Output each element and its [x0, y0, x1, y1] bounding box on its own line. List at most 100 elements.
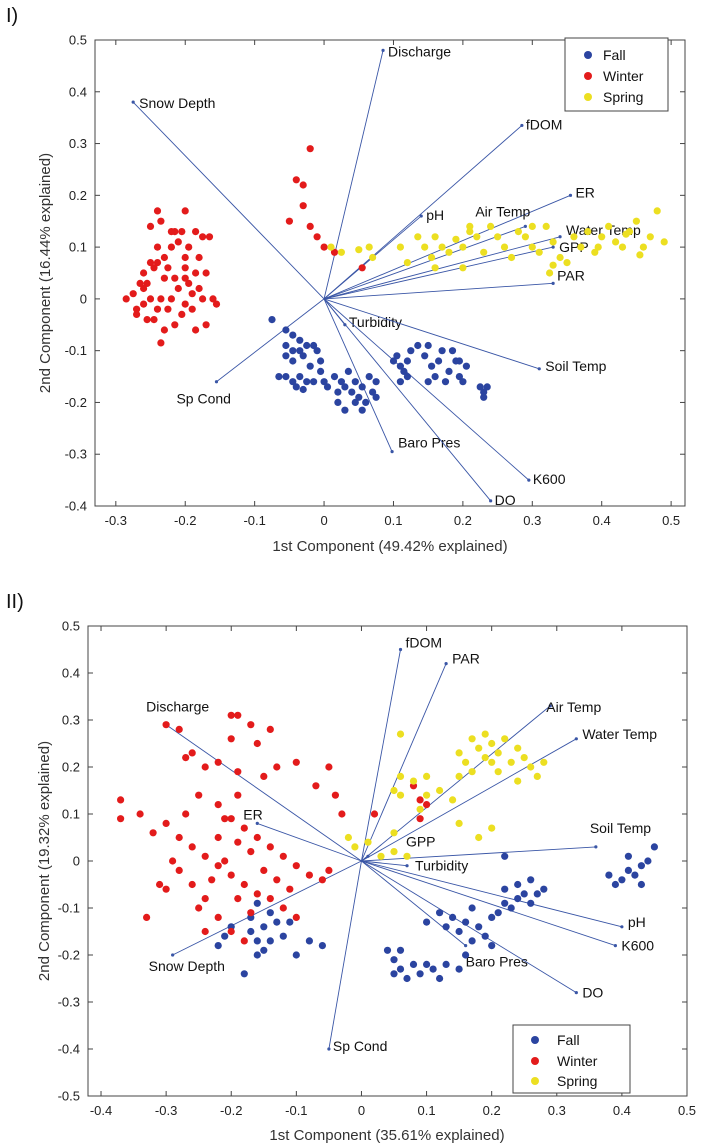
- point-fall: [455, 373, 463, 381]
- point-fall: [436, 909, 444, 917]
- point-winter: [221, 857, 229, 865]
- point-spring: [549, 238, 557, 246]
- point-spring: [577, 243, 585, 251]
- point-winter: [129, 290, 137, 298]
- point-fall: [344, 367, 352, 375]
- point-spring: [598, 233, 606, 241]
- point-fall: [369, 388, 377, 396]
- point-spring: [344, 833, 352, 842]
- point-winter: [153, 305, 162, 313]
- point-winter: [234, 895, 242, 903]
- point-fall: [289, 347, 297, 355]
- point-spring: [584, 228, 592, 236]
- point-winter: [153, 207, 162, 215]
- vector-tip-par: [551, 281, 555, 285]
- vector-label-k600: K600: [621, 938, 654, 954]
- vector-soil-temp: [361, 846, 596, 862]
- point-fall: [268, 316, 276, 324]
- vector-par: [324, 282, 554, 300]
- y-tick-label: 0.5: [62, 619, 80, 634]
- point-spring: [488, 739, 496, 748]
- vector-label-baro-pres: Baro Pres: [466, 954, 528, 970]
- point-winter: [188, 880, 196, 889]
- point-fall: [435, 357, 443, 365]
- y-tick-label: -0.5: [58, 1089, 80, 1104]
- point-winter: [143, 279, 151, 287]
- panel-i-legend: Fall Winter Spring: [564, 37, 669, 112]
- point-fall: [631, 871, 639, 879]
- vector-sp-cond: [216, 298, 325, 383]
- vector-tip-discharge: [381, 48, 385, 52]
- vector-baro-pres: [361, 860, 466, 946]
- point-winter: [199, 233, 207, 241]
- point-spring: [521, 233, 530, 241]
- point-fall: [351, 398, 359, 406]
- point-spring: [636, 251, 644, 259]
- point-spring: [533, 772, 541, 781]
- point-winter: [140, 284, 148, 293]
- point-fall: [247, 927, 255, 936]
- point-fall: [455, 965, 463, 973]
- vector-k600: [323, 298, 530, 481]
- point-fall: [390, 970, 398, 978]
- point-winter: [234, 838, 242, 846]
- point-winter: [416, 796, 424, 804]
- point-winter: [153, 243, 162, 251]
- point-winter: [318, 876, 326, 884]
- point-winter: [143, 913, 151, 922]
- vector-tip-k600: [527, 478, 531, 482]
- point-winter: [181, 253, 189, 262]
- point-spring: [542, 222, 550, 230]
- point-fall: [289, 331, 297, 339]
- vector-tip-snow-depth: [131, 100, 135, 104]
- point-spring: [468, 768, 476, 776]
- vector-label-do: DO: [495, 492, 516, 508]
- point-spring: [364, 838, 372, 846]
- point-winter: [174, 284, 182, 293]
- point-spring: [622, 230, 630, 238]
- panel-i-y-axis-label: 2nd Component (16.44% explained): [37, 153, 54, 393]
- y-tick-label: 0.3: [69, 136, 87, 151]
- y-tick-label: -0.3: [65, 447, 87, 462]
- vector-discharge: [323, 50, 384, 299]
- point-winter: [156, 880, 164, 889]
- point-spring: [563, 259, 571, 267]
- panel-ii-y-axis-label: 2nd Component (19.32% explained): [36, 741, 53, 981]
- vector-sp-cond: [328, 860, 362, 1050]
- point-spring: [455, 772, 463, 781]
- point-fall: [455, 357, 463, 365]
- point-winter: [266, 895, 274, 903]
- point-spring: [414, 233, 422, 241]
- point-winter: [192, 228, 200, 236]
- point-fall: [396, 362, 404, 370]
- point-fall: [393, 352, 401, 360]
- point-fall: [358, 383, 366, 391]
- point-winter: [178, 228, 186, 236]
- vector-label-water-temp: Water Temp: [582, 726, 657, 742]
- point-winter: [175, 866, 183, 875]
- point-fall: [407, 347, 415, 355]
- point-winter: [312, 782, 320, 790]
- vector-label-soil-temp: Soil Temp: [545, 358, 606, 374]
- point-winter: [117, 815, 125, 823]
- point-fall: [488, 913, 496, 922]
- panel-i-label: I): [6, 5, 18, 27]
- vector-tip-sp-cond: [327, 1047, 331, 1051]
- point-winter: [338, 810, 346, 818]
- legend-swatch-spring: [531, 1077, 539, 1085]
- point-spring: [466, 228, 474, 236]
- point-spring: [396, 772, 405, 781]
- point-spring: [396, 791, 405, 799]
- point-spring: [546, 269, 554, 277]
- point-fall: [400, 367, 408, 375]
- point-fall: [403, 974, 411, 983]
- point-spring: [390, 848, 398, 856]
- vector-label-gpp: GPP: [559, 239, 589, 255]
- x-tick-label: 0.1: [418, 1103, 436, 1118]
- point-spring: [455, 749, 463, 757]
- point-winter: [157, 295, 165, 303]
- legend-swatch-fall: [584, 51, 592, 59]
- vector-fdom: [323, 125, 523, 300]
- x-tick-label: -0.2: [174, 513, 196, 528]
- point-fall: [306, 362, 314, 370]
